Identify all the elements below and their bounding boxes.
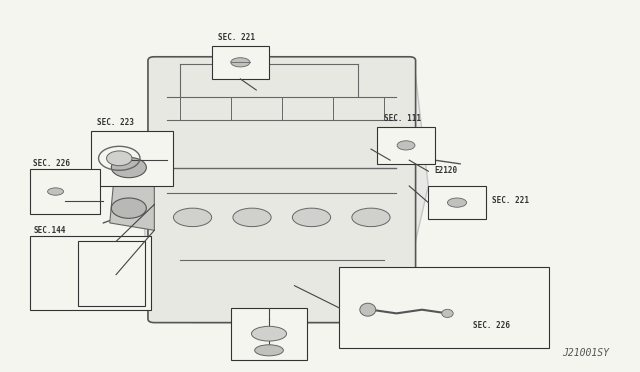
Bar	[428, 186, 486, 219]
Text: SEC. 111: SEC. 111	[384, 114, 420, 124]
Bar	[78, 241, 145, 306]
Ellipse shape	[360, 303, 376, 316]
Bar	[231, 308, 307, 359]
Ellipse shape	[447, 198, 467, 207]
Ellipse shape	[47, 188, 63, 195]
Ellipse shape	[252, 326, 287, 341]
Ellipse shape	[292, 208, 331, 227]
Bar	[378, 127, 435, 164]
Ellipse shape	[352, 208, 390, 227]
Text: E2120: E2120	[435, 166, 458, 175]
Ellipse shape	[106, 151, 132, 166]
Text: SEC. 221: SEC. 221	[218, 33, 255, 42]
Ellipse shape	[111, 157, 147, 178]
Polygon shape	[109, 149, 154, 230]
FancyBboxPatch shape	[148, 57, 415, 323]
Polygon shape	[141, 57, 428, 323]
Bar	[91, 131, 173, 186]
Text: SEC. 226: SEC. 226	[473, 321, 510, 330]
Text: J21001SY: J21001SY	[562, 348, 609, 358]
Ellipse shape	[173, 208, 212, 227]
Ellipse shape	[442, 310, 453, 317]
Bar	[30, 169, 100, 214]
Ellipse shape	[397, 141, 415, 150]
Bar	[212, 46, 269, 79]
Ellipse shape	[233, 208, 271, 227]
Bar	[30, 236, 151, 310]
Text: SEC. 223: SEC. 223	[97, 118, 134, 127]
Text: SEC. 226: SEC. 226	[33, 159, 70, 168]
Ellipse shape	[231, 58, 250, 67]
Ellipse shape	[111, 198, 147, 218]
Bar	[339, 267, 549, 349]
Ellipse shape	[255, 345, 284, 356]
Text: SEC. 221: SEC. 221	[492, 196, 529, 205]
Text: SEC.144: SEC.144	[33, 225, 66, 234]
